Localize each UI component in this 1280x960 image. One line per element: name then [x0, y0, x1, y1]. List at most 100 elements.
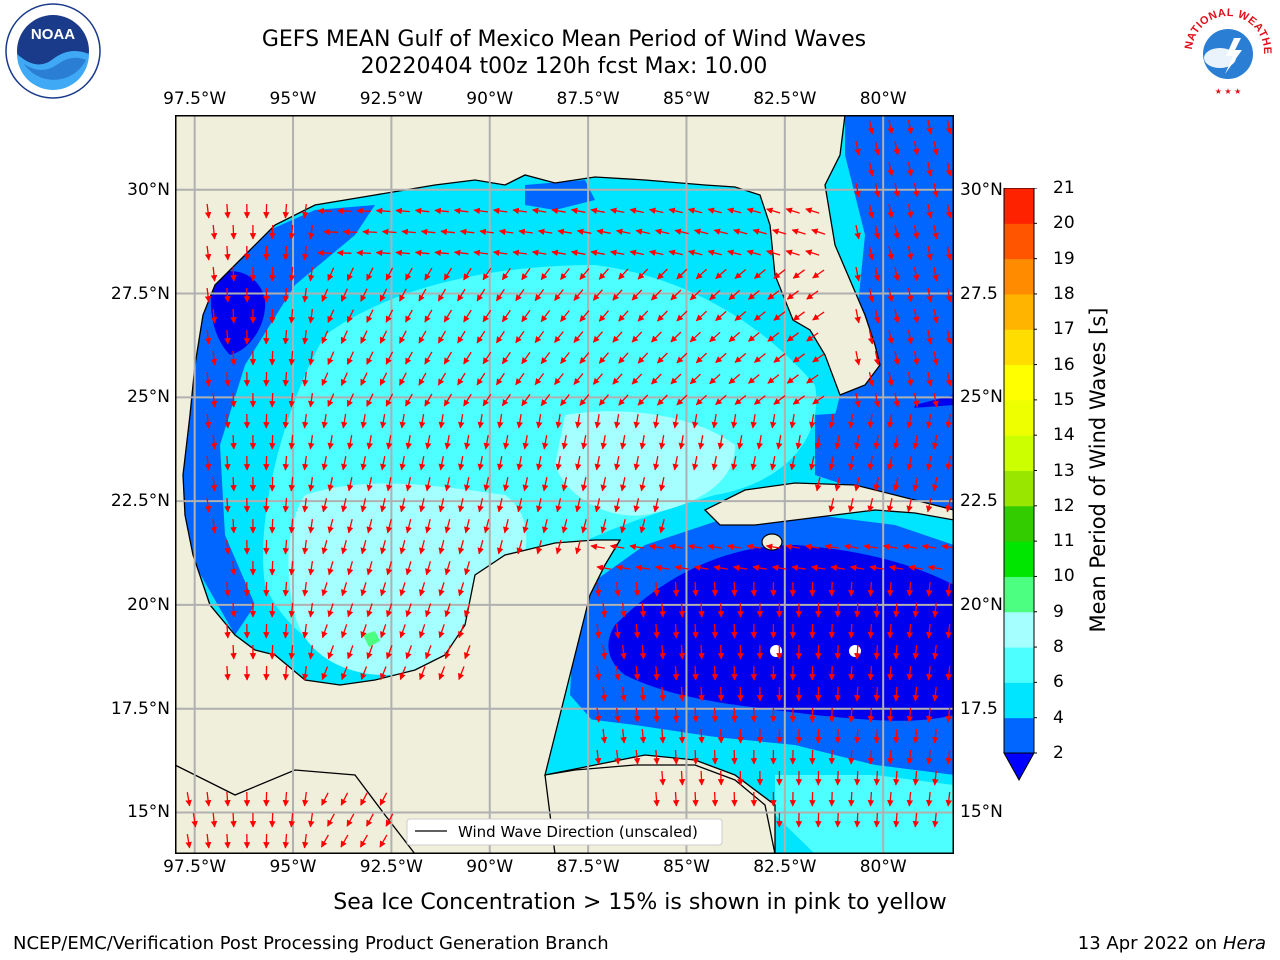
- wind-arrow: [443, 351, 453, 365]
- wind-arrow: [288, 266, 296, 282]
- wind-arrow: [945, 413, 952, 429]
- wind-arrow: [912, 392, 920, 408]
- wind-arrow: [288, 392, 296, 408]
- wind-arrow: [405, 645, 413, 660]
- wind-arrow: [711, 665, 719, 681]
- wind-arrow: [620, 686, 627, 702]
- wind-arrow: [457, 330, 466, 344]
- wind-arrow: [425, 519, 432, 534]
- wind-arrow: [269, 224, 276, 240]
- wind-arrow: [288, 812, 296, 828]
- wind-arrow: [482, 309, 492, 323]
- wind-arrow: [618, 268, 629, 280]
- wind-arrow: [477, 455, 484, 471]
- wind-arrow: [554, 373, 564, 386]
- wind-arrow: [815, 434, 822, 450]
- wind-arrow: [224, 791, 231, 807]
- wind-arrow: [753, 311, 766, 321]
- wind-arrow: [540, 352, 551, 365]
- wind-arrow: [405, 603, 412, 618]
- wind-arrow: [707, 249, 722, 256]
- wind-arrow: [609, 249, 625, 256]
- colorbar-segment: [1004, 223, 1034, 260]
- lat-label-right: 15°N: [960, 802, 1003, 823]
- wind-arrow: [887, 287, 894, 303]
- sea-ice-note: Sea Ice Concentration > 15% is shown in …: [333, 890, 947, 915]
- colorbar-segment: [1004, 576, 1034, 613]
- wind-arrow: [594, 498, 601, 513]
- wind-arrow: [887, 413, 894, 429]
- wind-arrow: [746, 249, 761, 256]
- wind-arrow: [360, 498, 367, 513]
- wind-arrow: [385, 603, 393, 618]
- colorbar-segment: [1004, 399, 1034, 436]
- wind-arrow: [734, 269, 747, 279]
- wind-arrow: [834, 477, 841, 492]
- wind-arrow: [886, 498, 894, 513]
- wind-arrow: [512, 207, 527, 215]
- lat-label-right: 27.5: [960, 283, 998, 304]
- wind-arrow: [678, 770, 686, 786]
- wind-arrow: [557, 228, 572, 236]
- wind-arrow: [932, 434, 939, 450]
- wind-arrow: [672, 791, 680, 807]
- wind-arrow: [483, 519, 490, 534]
- wind-arrow: [932, 644, 939, 660]
- wind-arrow: [476, 330, 486, 344]
- wind-arrow: [282, 833, 290, 849]
- wind-arrow: [457, 498, 465, 513]
- wind-arrow: [210, 518, 218, 534]
- wind-arrow: [770, 455, 777, 471]
- wind-arrow: [633, 498, 640, 513]
- wind-arrow: [711, 413, 718, 429]
- wind-arrow: [867, 413, 874, 429]
- wind-arrow: [342, 228, 358, 236]
- wind-arrow: [419, 455, 426, 471]
- wind-arrow: [282, 203, 290, 219]
- wind-arrow: [386, 519, 393, 534]
- wind-arrow: [551, 207, 566, 215]
- wind-arrow: [579, 268, 590, 280]
- wind-arrow: [828, 413, 835, 429]
- wind-arrow: [717, 686, 725, 702]
- wind-arrow: [575, 413, 582, 429]
- wind-arrow: [869, 564, 884, 572]
- wind-arrow: [515, 372, 525, 386]
- wind-arrow: [906, 623, 914, 639]
- wind-arrow: [733, 228, 748, 235]
- wind-arrow: [458, 455, 465, 471]
- wind-arrow: [727, 249, 742, 256]
- wind-arrow: [541, 477, 549, 492]
- wind-arrow: [224, 413, 231, 429]
- wind-arrow: [854, 812, 861, 828]
- wind-arrow: [531, 249, 547, 257]
- wind-arrow: [620, 519, 627, 534]
- wind-arrow: [614, 413, 621, 429]
- wind-arrow: [418, 624, 426, 639]
- wind-arrow: [600, 728, 608, 744]
- wind-arrow: [570, 207, 586, 214]
- wind-arrow: [453, 207, 469, 215]
- wind-arrow: [210, 392, 218, 408]
- wind-arrow: [308, 351, 315, 366]
- wind-arrow: [926, 245, 933, 261]
- wind-arrow: [945, 707, 952, 723]
- map-plot: Wind Wave Direction (unscaled): [175, 115, 954, 854]
- wind-arrow: [867, 455, 874, 471]
- wind-arrow: [592, 331, 603, 343]
- wind-arrow: [204, 245, 212, 261]
- wind-arrow: [873, 644, 881, 660]
- wind-arrow: [424, 309, 433, 323]
- lon-label-bottom: 82.5°W: [753, 857, 817, 877]
- period-8-9-region: [555, 411, 735, 516]
- wind-arrow: [534, 289, 545, 302]
- lat-label-left: 25°N: [127, 387, 170, 408]
- wind-arrow: [346, 393, 354, 407]
- wind-arrow: [867, 203, 875, 219]
- wind-arrow: [327, 267, 335, 281]
- wind-arrow: [932, 770, 939, 786]
- wind-arrow: [230, 812, 237, 828]
- wind-arrow: [785, 207, 800, 214]
- wind-arrow: [746, 543, 761, 551]
- wind-arrow: [770, 413, 777, 429]
